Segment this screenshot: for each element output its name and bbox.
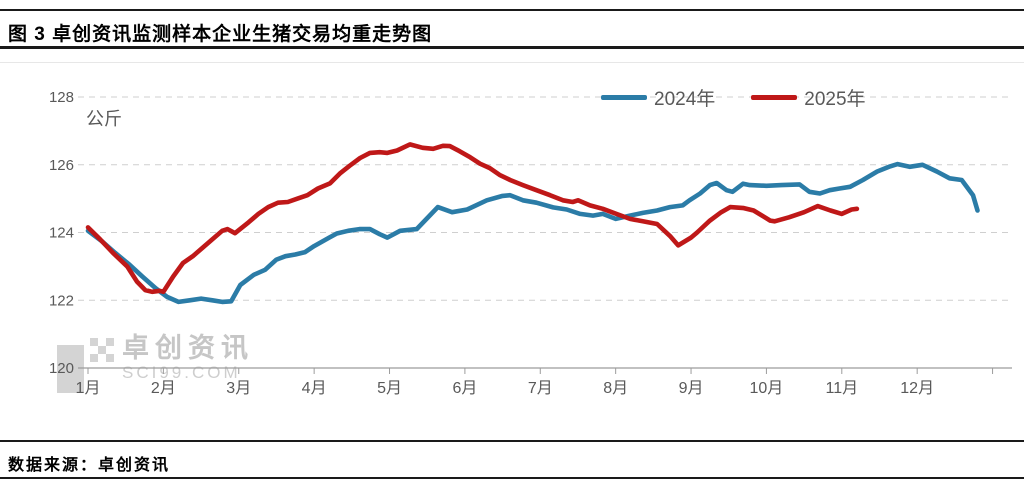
source-bottom-divider: [0, 477, 1024, 479]
x-tick-label: 2月: [151, 380, 176, 397]
series-line-2025年: [85, 142, 860, 295]
watermark-pixel-block: [57, 345, 84, 393]
series-line-2024年: [85, 161, 980, 305]
chart-area: 卓创资讯 SCI99.COM 128 126 124 122 120 1月 2月 3月 4月 5月…: [49, 86, 1012, 397]
legend-item-2025: 2025年: [751, 86, 866, 110]
chart-legend: 2024年 2025年: [601, 86, 866, 110]
y-axis-unit-label: 公斤: [86, 109, 122, 129]
x-tick-label: 5月: [377, 380, 402, 397]
x-tick-label: 6月: [452, 380, 477, 397]
legend-line-sample-2024: [601, 94, 647, 100]
legend-label-2024: 2024年: [654, 88, 716, 110]
y-tick-label: 128: [49, 89, 74, 106]
x-tick-label: 11月: [825, 380, 858, 397]
title-divider: [0, 46, 1024, 49]
legend-line-sample-2025: [751, 94, 798, 100]
source-top-divider: [0, 440, 1024, 442]
x-tick-label: 10月: [750, 380, 784, 397]
figure-title: 图 3 卓创资讯监测样本企业生猪交易均重走势图: [8, 24, 433, 45]
chart-top-border: [0, 62, 1024, 63]
legend-label-2025: 2025年: [804, 88, 866, 110]
data-source: 数据来源：卓创资讯: [8, 457, 171, 474]
watermark-dot-pattern: [90, 338, 114, 362]
x-tick-label: 4月: [302, 380, 327, 397]
x-tick-label: 1月: [76, 380, 101, 397]
watermark-brand: 卓创资讯: [122, 333, 254, 363]
top-divider: [0, 9, 1024, 11]
x-tick-label: 7月: [528, 380, 553, 397]
x-tick-label: 12月: [900, 380, 934, 397]
legend-item-2024: 2024年: [601, 86, 716, 110]
y-tick-label: 124: [49, 225, 74, 242]
y-tick-label: 120: [49, 360, 74, 377]
y-tick-label: 126: [49, 157, 74, 174]
x-tick-label: 8月: [603, 380, 628, 397]
y-tick-label: 122: [49, 292, 74, 309]
x-tick-label: 9月: [679, 380, 704, 397]
x-tick-label: 3月: [226, 380, 251, 397]
